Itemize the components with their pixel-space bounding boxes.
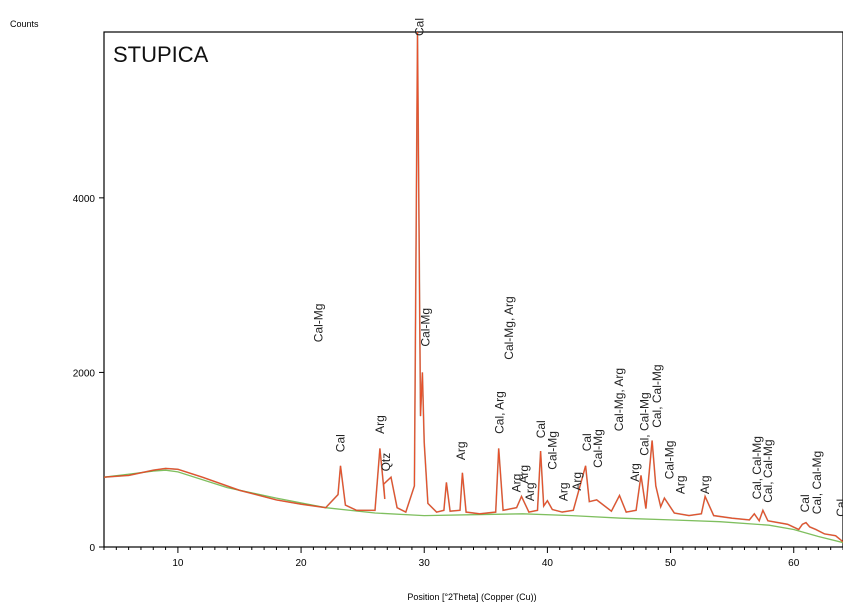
x-axis-label: Position [°2Theta] (Copper (Cu)) xyxy=(407,592,536,602)
peak-label: Arg xyxy=(454,441,468,460)
x-tick-label: 50 xyxy=(665,558,677,569)
peak-label: Cal, Cal-Mg xyxy=(810,451,824,514)
chart-title: STUPICA xyxy=(113,42,209,67)
peak-label: Cal xyxy=(834,499,843,517)
peak-label: Cal-Mg xyxy=(311,304,325,343)
peak-label: Cal, Cal-Mg xyxy=(650,364,664,427)
peak-label: Arg xyxy=(673,475,687,494)
peak-label: Arg xyxy=(517,465,531,484)
x-tick-label: 30 xyxy=(419,558,431,569)
x-tick-label: 20 xyxy=(296,558,308,569)
peak-label: Cal, Cal-Mg xyxy=(750,436,764,499)
peak-label: Cal xyxy=(798,494,812,512)
measured-line-shadow xyxy=(104,32,843,543)
measured-line xyxy=(104,32,843,543)
peak-label: Cal xyxy=(412,18,426,36)
peak-label: Qtz xyxy=(379,453,393,472)
peak-label: Cal-Mg, Arg xyxy=(612,368,626,431)
peak-label: Cal xyxy=(334,434,348,452)
x-axis: 10 20 30 40 50 60 xyxy=(103,547,843,569)
peak-label: Arg xyxy=(570,472,584,491)
diffraction-series xyxy=(104,32,843,544)
y-tick-label: 2000 xyxy=(73,368,96,379)
y-axis: 0 2000 4000 xyxy=(73,194,104,554)
peak-label: Cal, Arg xyxy=(492,391,506,434)
peak-label: Arg xyxy=(373,415,387,434)
x-tick-label: 10 xyxy=(172,558,184,569)
peak-label: Cal, Cal-Mg xyxy=(638,392,652,455)
peak-label: Arg xyxy=(523,482,537,501)
peak-label: Cal-Mg xyxy=(591,429,605,468)
peak-label: Cal-Mg, Arg xyxy=(502,296,516,359)
x-tick-label: 60 xyxy=(788,558,800,569)
plot-frame xyxy=(103,31,843,548)
peak-label: Cal-Mg xyxy=(419,308,433,347)
peak-label: Cal, Cal-Mg xyxy=(761,439,775,502)
y-tick-label: 0 xyxy=(89,543,95,554)
x-tick-label: 40 xyxy=(542,558,554,569)
peak-label: Cal xyxy=(534,420,548,438)
y-axis-label: Counts xyxy=(10,19,39,29)
peak-label: Cal-Mg xyxy=(545,431,559,470)
peak-label: Arg xyxy=(510,474,524,493)
background-line xyxy=(104,469,843,544)
y-tick-label: 4000 xyxy=(73,194,96,205)
peak-label: Arg xyxy=(628,463,642,482)
peak-label: Arg xyxy=(698,475,712,494)
peak-label: Arg xyxy=(556,482,570,501)
peak-label: Cal-Mg xyxy=(662,441,676,480)
peak-label: Cal xyxy=(580,433,594,451)
